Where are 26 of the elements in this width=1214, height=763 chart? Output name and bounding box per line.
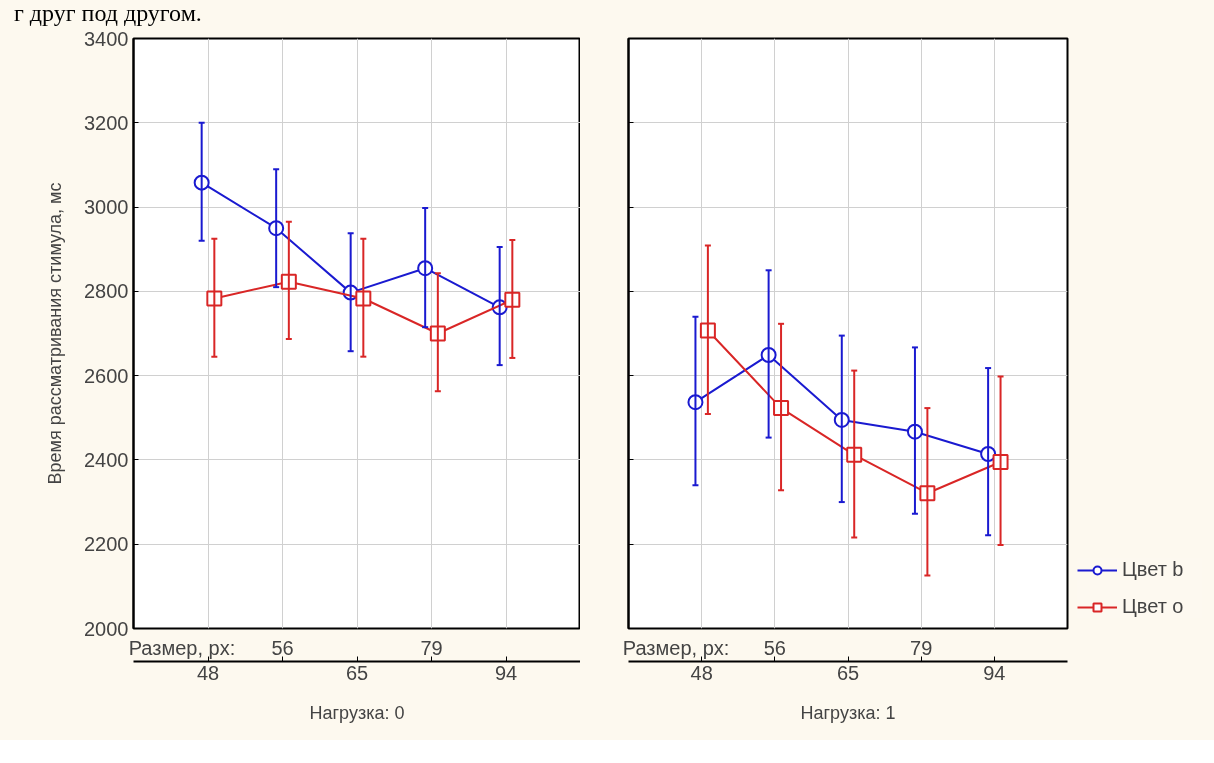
x-axis-title: Нагрузка: 0 — [309, 702, 405, 723]
y-axis-title: Время рассматривания стимула, мс — [45, 182, 66, 485]
y-tick-label: 3200 — [84, 111, 129, 134]
y-tick-label: 3000 — [84, 196, 129, 219]
legend-label: Цвет b — [1122, 558, 1185, 581]
x-tick-label: 48 — [196, 661, 220, 684]
x-tick-label: 65 — [836, 661, 860, 684]
x-tick-label: 94 — [983, 661, 1006, 684]
text: г друг под другом. — [14, 0, 202, 26]
text: Размер, px: — [128, 636, 236, 659]
x-tick-label: 56 — [763, 636, 786, 659]
x-tick-label: 79 — [420, 636, 443, 659]
x-tick-label: 48 — [690, 661, 713, 684]
x-tick-label: 94 — [494, 661, 518, 684]
y-tick-label: 2000 — [84, 617, 129, 640]
x-tick-label: 79 — [910, 636, 933, 659]
x-axis-title: Нагрузка: 1 — [800, 702, 896, 723]
x-tick-label: 65 — [345, 661, 369, 684]
y-tick-label: 2600 — [84, 364, 129, 387]
y-tick-label: 2800 — [84, 280, 129, 303]
y-tick-label: 2400 — [84, 448, 129, 471]
text: Размер, px: — [622, 636, 730, 659]
y-tick-label: 3400 — [84, 27, 129, 50]
legend-label: Цвет o — [1122, 595, 1185, 618]
y-tick-label: 2200 — [84, 533, 129, 556]
x-tick-label: 56 — [271, 636, 294, 659]
